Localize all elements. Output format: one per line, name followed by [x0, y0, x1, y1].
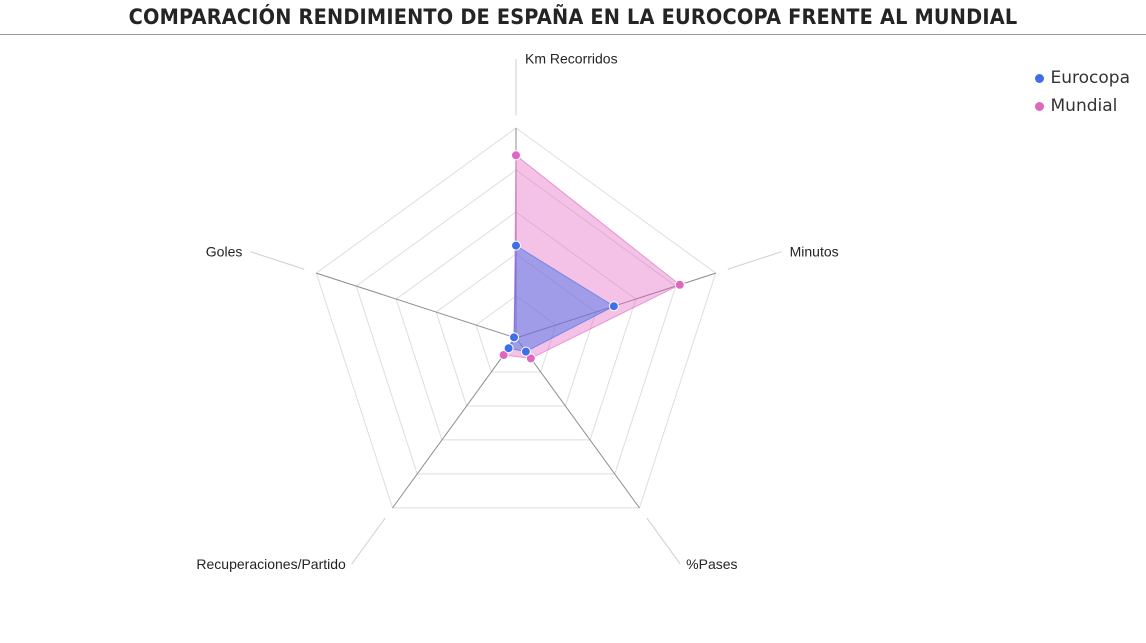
- axis-line: [515, 337, 640, 509]
- legend-marker-eurocopa: [1034, 73, 1044, 83]
- legend-label-mundial: Mundial: [1050, 96, 1118, 116]
- data-point-eurocopa: [503, 343, 514, 354]
- axis-leader-line: [351, 517, 386, 565]
- chart-title: COMPARACIÓN RENDIMIENTO DE ESPAÑA EN LA …: [128, 5, 1018, 29]
- legend: Eurocopa Mundial: [1034, 64, 1131, 120]
- grid-ring: [435, 253, 597, 407]
- axis-leader-line: [250, 251, 305, 270]
- grid-ring: [475, 295, 557, 373]
- grid-ring: [355, 169, 677, 475]
- axis-label: %Pases: [686, 556, 737, 572]
- data-point-mundial: [498, 349, 509, 360]
- axis-label: Recuperaciones/Partido: [196, 556, 346, 572]
- axis-leader-line: [727, 251, 782, 270]
- axis-label: Km Recorridos: [525, 51, 618, 67]
- data-point-mundial: [525, 353, 536, 364]
- axis-line: [316, 272, 517, 339]
- grid-ring: [395, 211, 637, 441]
- axis-line: [392, 337, 517, 509]
- data-point-eurocopa: [511, 240, 521, 251]
- legend-item-mundial[interactable]: Mundial: [1034, 92, 1131, 120]
- legend-marker-mundial: [1034, 101, 1044, 111]
- axis-label: Minutos: [790, 244, 839, 260]
- data-point-eurocopa: [520, 346, 531, 357]
- grid-ring: [315, 127, 717, 509]
- axis-leader-line: [646, 517, 681, 565]
- data-point-eurocopa: [608, 301, 619, 312]
- data-point-eurocopa: [509, 332, 520, 343]
- data-point-mundial: [674, 279, 685, 290]
- legend-item-eurocopa[interactable]: Eurocopa: [1034, 64, 1131, 92]
- legend-label-eurocopa: Eurocopa: [1050, 68, 1131, 88]
- title-bar: COMPARACIÓN RENDIMIENTO DE ESPAÑA EN LA …: [0, 0, 1146, 35]
- axis-label: Goles: [206, 244, 243, 260]
- data-point-mundial: [511, 150, 521, 161]
- series-area-eurocopa: [507, 244, 615, 353]
